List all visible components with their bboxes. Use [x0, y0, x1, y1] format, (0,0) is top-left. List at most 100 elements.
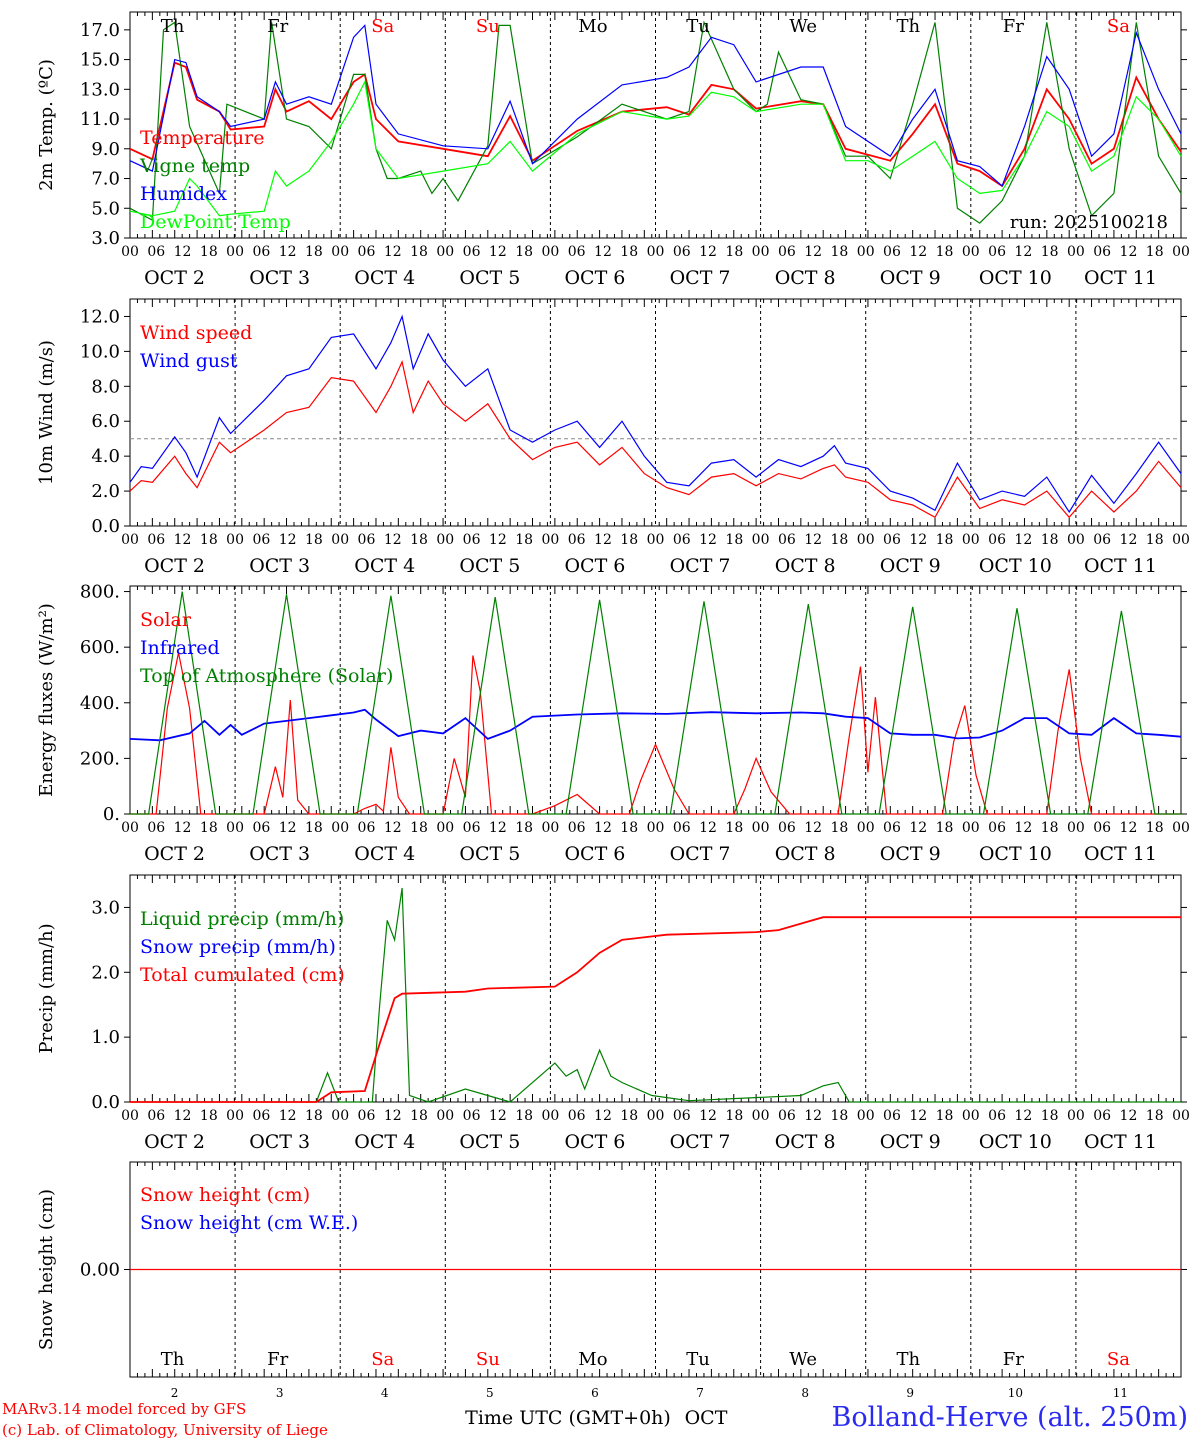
hour-label: 18 [1146, 1108, 1164, 1124]
y-tick-label: 9.0 [91, 139, 120, 160]
hour-label: 06 [1093, 1108, 1111, 1124]
y-tick-label: 3.0 [91, 897, 120, 918]
day-name: Fr [1003, 1349, 1024, 1370]
date-label: OCT 11 [1084, 1131, 1157, 1153]
hour-label: 00 [436, 532, 454, 548]
y-tick-label: 200. [80, 748, 120, 769]
day-name: Mo [578, 16, 607, 37]
date-number: 3 [276, 1386, 284, 1400]
date-label: OCT 10 [979, 843, 1052, 865]
hour-label: 18 [410, 1108, 428, 1124]
hour-label: 06 [252, 820, 270, 836]
day-name: Fr [1003, 16, 1024, 37]
date-label: OCT 5 [459, 1131, 520, 1153]
hour-label: 18 [200, 1108, 218, 1124]
hour-label: 18 [410, 820, 428, 836]
hour-label: 12 [1014, 1108, 1032, 1124]
series-line [129, 314, 1182, 514]
day-name: Sa [371, 1349, 394, 1370]
hour-label: 18 [200, 532, 218, 548]
hour-label: 06 [673, 244, 691, 260]
y-tick-label: 10.0 [80, 341, 120, 362]
hour-label: 00 [647, 1108, 665, 1124]
hour-label: 12 [699, 244, 717, 260]
model-credit: MARv3.14 model forced by GFS [2, 1400, 246, 1418]
hour-label: 00 [121, 532, 139, 548]
hour-label: 06 [1093, 532, 1111, 548]
date-label: OCT 6 [564, 267, 625, 289]
day-name: We [789, 16, 817, 37]
date-label: OCT 3 [249, 267, 310, 289]
date-number: 11 [1113, 1386, 1128, 1400]
hour-label: 12 [594, 244, 612, 260]
hour-label: 00 [857, 244, 875, 260]
hour-label: 00 [121, 244, 139, 260]
legend-entry: Top of Atmosphere (Solar) [140, 665, 393, 687]
legend-entry: Snow height (cm) [140, 1184, 310, 1206]
hour-label: 00 [962, 532, 980, 548]
y-tick-label: 600. [80, 637, 120, 658]
date-label: OCT 7 [670, 267, 731, 289]
hour-label: 06 [673, 1108, 691, 1124]
y-tick-label: 11.0 [80, 109, 120, 130]
hour-label: 18 [1146, 820, 1164, 836]
date-label: OCT 5 [459, 555, 520, 577]
date-label: OCT 8 [775, 1131, 836, 1153]
hour-label: 18 [936, 1108, 954, 1124]
hour-label: 00 [541, 244, 559, 260]
panel-temp: 3.0 5.0 7.0 9.0 11.0 13.0 15.0 17.0 2m Temp. (ºC… [36, 11, 1190, 289]
hour-label: 12 [699, 820, 717, 836]
date-label: OCT 3 [249, 1131, 310, 1153]
hour-label: 06 [568, 1108, 586, 1124]
series-line [129, 61, 1182, 188]
hour-label: 06 [988, 1108, 1006, 1124]
hour-label: 12 [594, 820, 612, 836]
hour-label: 18 [410, 532, 428, 548]
day-name: We [789, 1349, 817, 1370]
date-label: OCT 2 [144, 843, 205, 865]
date-label: OCT 11 [1084, 555, 1157, 577]
y-tick-label: 800. [80, 582, 120, 603]
legend-entry: Infrared [140, 637, 220, 659]
hour-label: 00 [857, 1108, 875, 1124]
date-label: OCT 10 [979, 1131, 1052, 1153]
hour-label: 06 [1093, 244, 1111, 260]
date-number: 7 [696, 1386, 704, 1400]
hour-label: 06 [252, 532, 270, 548]
hour-label: 12 [279, 532, 297, 548]
series-line [130, 652, 1181, 815]
panel-flux: 0. 200. 400. 600. 800. Energy fluxes (W/m²) So… [36, 582, 1190, 865]
hour-label: 18 [1041, 1108, 1059, 1124]
y-tick-label: 0.00 [80, 1260, 120, 1281]
hour-label: 12 [1014, 244, 1032, 260]
y-axis-label: 10m Wind (m/s) [36, 340, 57, 485]
hour-label: 18 [725, 244, 743, 260]
date-label: OCT 6 [564, 555, 625, 577]
hour-label: 06 [358, 532, 376, 548]
hour-label: 06 [358, 820, 376, 836]
y-tick-label: 7.0 [91, 169, 120, 190]
date-label: OCT 11 [1084, 267, 1157, 289]
y-tick-label: 2.0 [91, 962, 120, 983]
date-label: OCT 2 [144, 267, 205, 289]
hour-label: 00 [331, 244, 349, 260]
y-tick-label: 5.0 [91, 198, 120, 219]
date-label: OCT 9 [880, 843, 941, 865]
hour-label: 00 [1067, 820, 1085, 836]
y-tick-label: 6.0 [91, 411, 120, 432]
day-name: Sa [1107, 1349, 1130, 1370]
hour-label: 06 [778, 1108, 796, 1124]
y-tick-label: 0.0 [91, 1092, 120, 1113]
date-label: OCT 6 [564, 843, 625, 865]
hour-label: 00 [647, 244, 665, 260]
panel-snow: 0.00 Snow height (cm) Snow height (cm) Snow… [36, 1161, 1187, 1400]
station-name: Bolland-Herve (alt. 250m) [832, 1402, 1188, 1433]
hour-label: 18 [515, 244, 533, 260]
hour-label: 06 [988, 820, 1006, 836]
hour-label: 12 [1120, 1108, 1138, 1124]
date-label: OCT 10 [979, 555, 1052, 577]
hour-label: 18 [515, 1108, 533, 1124]
hour-label: 00 [752, 1108, 770, 1124]
date-label: OCT 8 [775, 843, 836, 865]
